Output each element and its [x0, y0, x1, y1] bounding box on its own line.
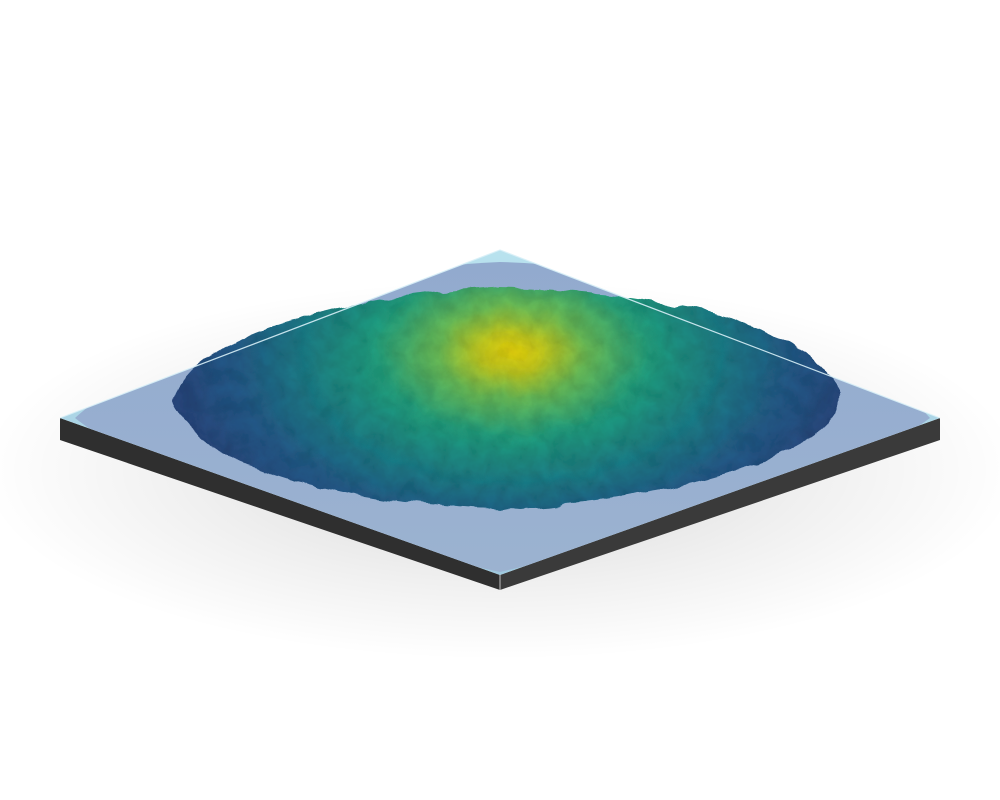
slab-right-side [500, 418, 940, 590]
height-surface [172, 287, 841, 510]
slab-left-side [60, 418, 500, 590]
glass-rim-highlight [59, 249, 941, 419]
